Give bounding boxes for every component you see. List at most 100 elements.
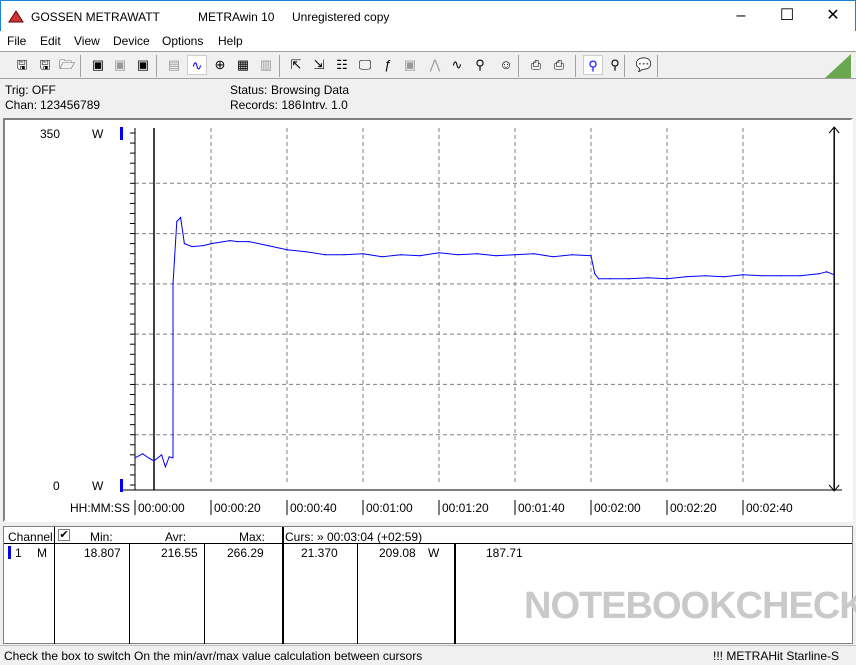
data-point (381, 256, 383, 258)
menu-help[interactable]: Help (218, 34, 243, 48)
trig-status: Trig: OFF (5, 83, 56, 97)
data-point (161, 454, 163, 456)
menu-file[interactable]: File (7, 34, 27, 48)
print-icon[interactable]: ⎙ (553, 57, 565, 72)
data-point (400, 254, 402, 256)
menu-edit[interactable]: Edit (40, 34, 61, 48)
x-axis-label: HH:MM:SS (70, 501, 130, 515)
data-point (343, 254, 345, 256)
smiley-icon[interactable]: ☺ (499, 57, 513, 72)
data-point (552, 256, 554, 258)
records-count: Records: 186 (230, 98, 302, 112)
monitor-icon[interactable]: 🖵 (358, 57, 372, 72)
x-tick-label: 00:02:40 (746, 501, 793, 515)
channel-color-marker (8, 546, 11, 559)
values-table: Channel: ✔ Min: Avr: Max: Curs: » 00:03:… (3, 526, 856, 644)
crosshair-icon[interactable]: ⊕ (214, 57, 226, 72)
x-tick-label: 00:01:20 (442, 501, 489, 515)
toolbar-separator (156, 55, 157, 77)
open-folder-icon[interactable]: 🗁 (58, 57, 76, 72)
license-text: Unregistered copy (292, 10, 390, 24)
data-point (761, 275, 763, 277)
meter-disabled-icon[interactable]: ▣ (113, 57, 127, 72)
y-min-marker (120, 479, 123, 492)
y-min-label: 0 (53, 479, 60, 493)
zoom-curve-icon[interactable]: ⚲ (610, 57, 620, 72)
calc-checkbox[interactable]: ✔ (58, 529, 70, 541)
interval-value: Intrv. 1.0 (302, 98, 348, 112)
menu-view[interactable]: View (74, 34, 100, 48)
cursor-header: Curs: » 00:03:04 (+02:59) (285, 530, 423, 544)
close-button[interactable]: ✕ (826, 7, 840, 24)
minimize-button[interactable]: – (736, 7, 746, 24)
data-point (594, 273, 596, 275)
min-header: Min: (90, 530, 113, 544)
x-tick-label: 00:01:40 (518, 501, 565, 515)
cursor-handle (828, 126, 840, 492)
avr-value: 216.55 (161, 546, 198, 560)
data-point (164, 466, 166, 468)
menu-device[interactable]: Device (113, 34, 150, 48)
data-point (533, 253, 535, 255)
data-point (476, 253, 478, 255)
meter-send-icon[interactable]: ▣ (91, 57, 105, 72)
data-point (149, 458, 151, 460)
table-icon[interactable]: ▦ (236, 57, 250, 72)
chan-value: 123456789 (40, 98, 101, 112)
zoom-wave-icon[interactable]: ⚲ (475, 57, 485, 72)
data-point (419, 255, 421, 257)
data-point (176, 220, 178, 223)
save-icon[interactable]: 🖫 (16, 57, 28, 72)
data-point (666, 278, 668, 280)
data-point (742, 274, 744, 276)
app-icon (8, 10, 24, 23)
toolbar: 🖫 🖫 🗁 ▣ ▣ ▣ ▤ ∿ ⊕ ▦ ▥ ⇱ ⇲ ☷ 🖵 ƒ ▣ ⋀ ∿ ⚲ ☺ ⎙ ⎙ ⚲ ⚲ 💬 (0, 51, 856, 79)
watermark-logo: NOTEBOOKCHECK (524, 585, 856, 627)
meter-m-icon[interactable]: ▣ (136, 57, 150, 72)
status-bar: Check the box to switch On the min/avr/m… (0, 645, 856, 665)
status-value: Browsing Data (271, 83, 350, 97)
wave-alt-icon[interactable]: ∿ (451, 57, 463, 72)
data-point (286, 249, 288, 251)
chan-label: Chan: (5, 98, 38, 112)
x-tick-label: 00:00:20 (214, 501, 261, 515)
data-point (590, 255, 592, 257)
function-icon[interactable]: ƒ (384, 57, 392, 72)
cursor1-value: 21.370 (301, 546, 338, 560)
data-point (183, 243, 185, 245)
x-tick-label: 00:00:40 (290, 501, 337, 515)
wave-icon[interactable]: ⋀ (429, 57, 441, 72)
print-preview-icon[interactable]: ⎙ (530, 57, 542, 72)
meter-list-icon[interactable]: ▣ (403, 57, 417, 72)
bar-chart-icon[interactable]: ▥ (259, 57, 273, 72)
zoom-data-icon[interactable]: ⚲ (583, 55, 603, 75)
toolbar-separator (624, 55, 625, 77)
data-point (647, 277, 649, 279)
comment-icon[interactable]: 💬 (635, 57, 653, 72)
data-list-icon[interactable]: ☷ (336, 57, 348, 72)
display-icon[interactable]: ▤ (167, 57, 181, 72)
data-point (202, 245, 204, 247)
export-icon[interactable]: ⇱ (290, 57, 302, 72)
channel-header: Channel: (8, 530, 57, 544)
y-max-label: 350 (40, 127, 60, 141)
data-point (799, 275, 801, 277)
menu-options[interactable]: Options (162, 34, 204, 48)
power-chart[interactable]: 00:00:00 00:00:20 00:00:40 00:01:00 00:01:20… (0, 0, 856, 525)
power-series-line (134, 216, 835, 469)
data-point (210, 243, 212, 245)
x-tick-label: 00:02:20 (670, 501, 717, 515)
data-point (826, 271, 828, 273)
save-as-icon[interactable]: 🖫 (39, 57, 51, 72)
data-point (191, 246, 193, 248)
app-name: GOSSEN METRAWATT (31, 10, 160, 24)
toolbar-separator (279, 55, 280, 77)
menu-bar: File Edit View Device Options Help (0, 31, 856, 51)
data-point (142, 453, 144, 455)
maximize-button[interactable]: ☐ (779, 7, 795, 24)
data-point (362, 253, 364, 255)
data-point (514, 254, 516, 256)
waveform-icon[interactable]: ∿ (187, 55, 207, 75)
data-point (571, 254, 573, 256)
import-icon[interactable]: ⇲ (313, 57, 325, 72)
